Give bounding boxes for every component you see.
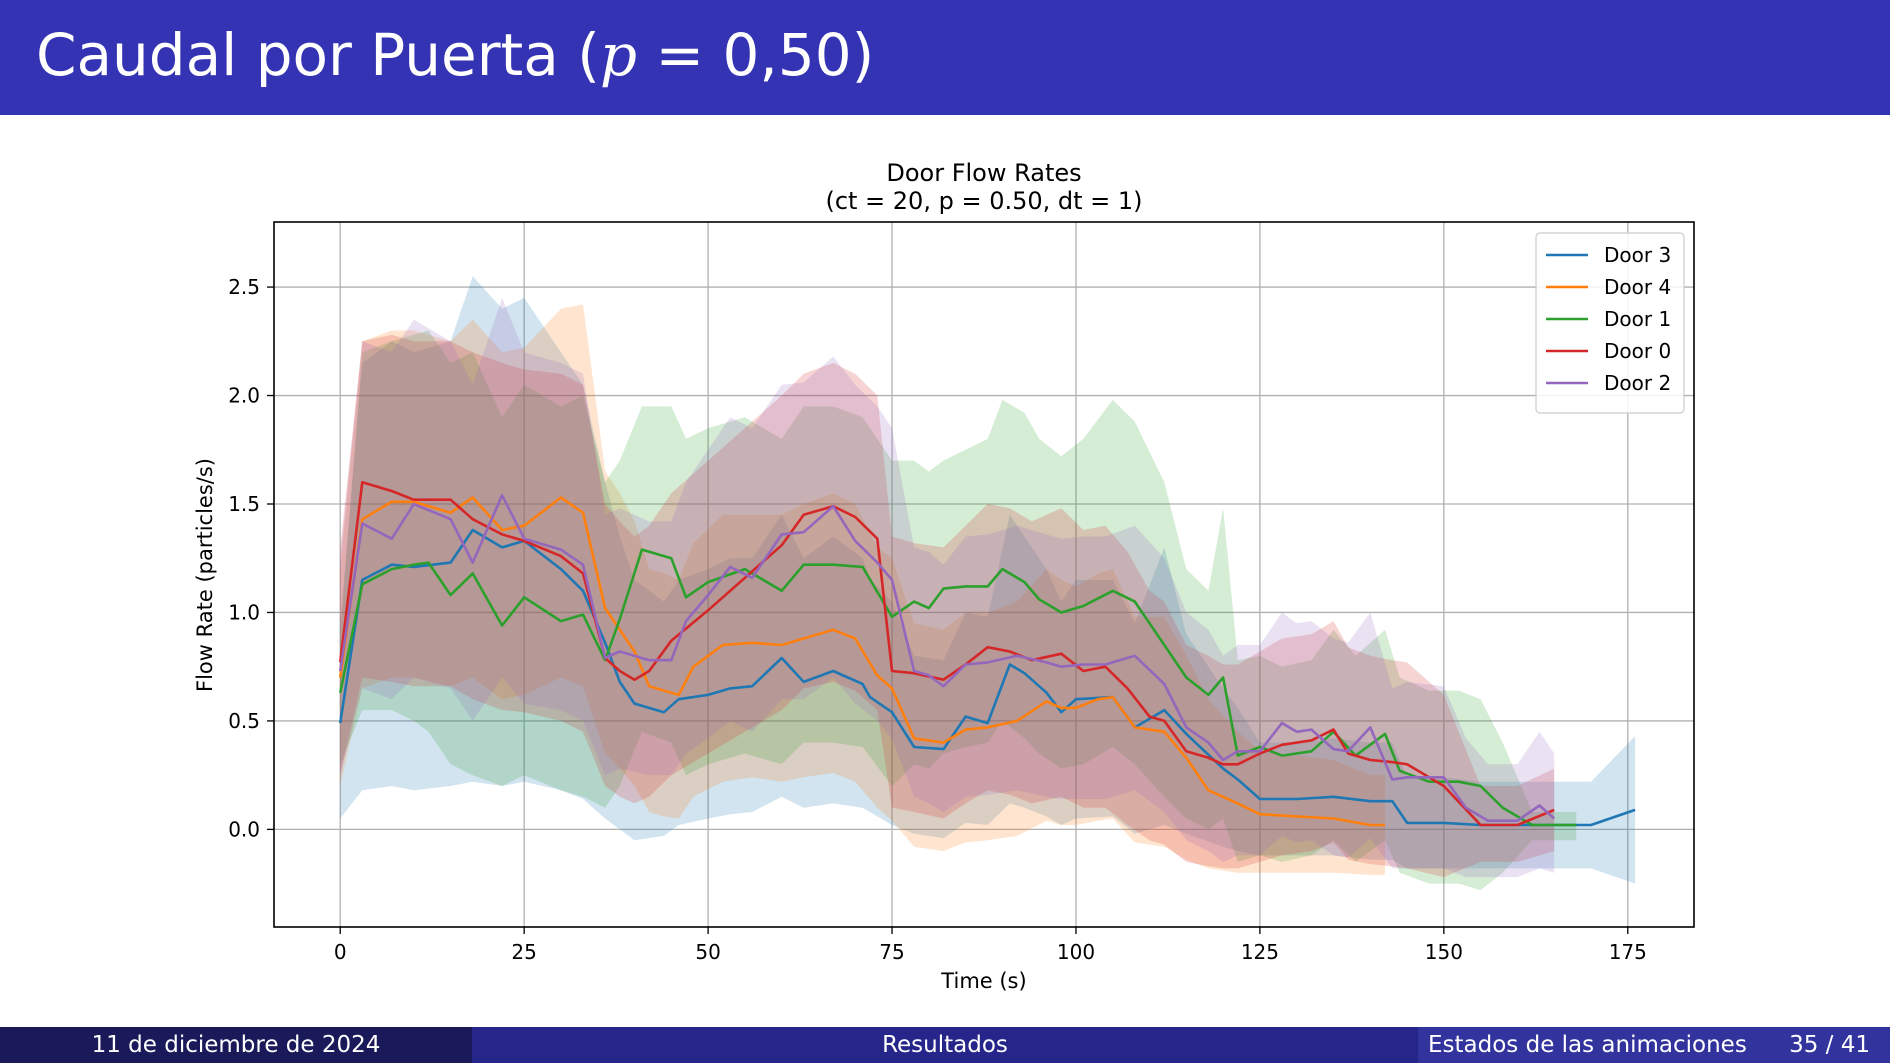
y-tick-label: 0.0 xyxy=(228,817,260,841)
y-tick-label: 1.5 xyxy=(228,492,260,516)
door-0-band xyxy=(340,334,1555,878)
y-axis-label: Flow Rate (particles/s) xyxy=(193,458,217,692)
chart-ticks: 0 25 50 75 100 125 150 175 0.0 0.5 1.0 1.5 2.0 2.5 xyxy=(228,275,1647,964)
footer-date-text: 11 de diciembre de 2024 xyxy=(91,1032,381,1058)
y-tick-label: 2.5 xyxy=(228,275,260,299)
legend-label-door-4: Door 4 xyxy=(1604,275,1671,299)
x-tick-label: 150 xyxy=(1425,940,1463,964)
legend-label-door-2: Door 2 xyxy=(1604,371,1671,395)
chart-legend: Door 3 Door 4 Door 1 Door 0 Door 2 xyxy=(1535,232,1685,414)
legend-label-door-0: Door 0 xyxy=(1604,339,1671,363)
legend-label-door-1: Door 1 xyxy=(1604,307,1671,331)
door-3-band xyxy=(340,276,1636,884)
legend-label-door-3: Door 3 xyxy=(1604,243,1671,267)
footer-subsection: Estados de las animaciones 35 / 41 xyxy=(1418,1027,1890,1063)
door-4-band xyxy=(340,304,1386,875)
x-tick-label: 25 xyxy=(511,940,536,964)
slide-title-text: Caudal por Puerta ( xyxy=(36,21,600,89)
slide-title: Caudal por Puerta (p = 0,50) xyxy=(36,18,874,93)
slide-header: Caudal por Puerta (p = 0,50) xyxy=(0,0,1890,115)
chart-area: Door Flow Rates (ct = 20, p = 0.50, dt =… xyxy=(0,115,1890,1025)
page-number: 35 / 41 xyxy=(1789,1032,1870,1058)
plot-frame xyxy=(273,221,1695,928)
footer-subsection-text: Estados de las animaciones xyxy=(1428,1032,1747,1058)
x-tick-label: 100 xyxy=(1057,940,1095,964)
x-tick-label: 50 xyxy=(695,940,720,964)
door-4-line xyxy=(338,496,1385,827)
y-tick-label: 2.0 xyxy=(228,384,260,408)
chart-subtitle: (ct = 20, p = 0.50, dt = 1) xyxy=(825,187,1142,215)
door-3-line xyxy=(338,528,1636,827)
chart-bands xyxy=(340,276,1636,891)
slide-footer: 11 de diciembre de 2024 Resultados Estad… xyxy=(0,1027,1890,1063)
x-axis-label: Time (s) xyxy=(940,969,1026,993)
x-tick-label: 125 xyxy=(1241,940,1279,964)
x-tick-label: 0 xyxy=(334,940,347,964)
chart-lines xyxy=(338,480,1636,827)
slide-title-value: = 0,50) xyxy=(637,21,875,89)
legend-box xyxy=(1535,232,1685,414)
slide-title-variable: p xyxy=(599,21,638,89)
y-tick-label: 0.5 xyxy=(228,709,260,733)
footer-date: 11 de diciembre de 2024 xyxy=(0,1027,472,1063)
footer-section: Resultados xyxy=(472,1027,1418,1063)
footer-section-text: Resultados xyxy=(882,1032,1008,1058)
x-tick-label: 75 xyxy=(879,940,904,964)
door-2-line xyxy=(338,493,1556,823)
flow-rate-chart: Door Flow Rates (ct = 20, p = 0.50, dt =… xyxy=(193,159,1695,993)
y-tick-label: 1.0 xyxy=(228,600,260,624)
x-tick-label: 175 xyxy=(1609,940,1647,964)
chart-title: Door Flow Rates xyxy=(886,159,1081,187)
